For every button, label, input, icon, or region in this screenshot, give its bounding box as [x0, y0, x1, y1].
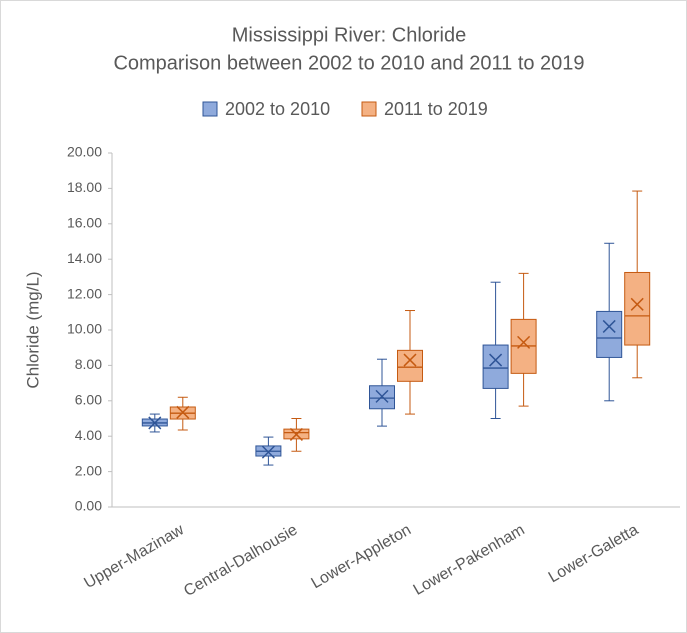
mean-marker	[289, 427, 303, 441]
legend-label: 2002 to 2010	[225, 99, 330, 119]
chart-title: Mississippi River: Chloride	[232, 24, 467, 46]
y-tick-label: 20.00	[67, 144, 102, 160]
legend-swatch	[361, 101, 377, 117]
y-tick-label: 18.00	[67, 179, 102, 195]
mean-marker	[489, 353, 503, 367]
y-tick-label: 0.00	[75, 498, 102, 514]
mean-marker	[630, 297, 644, 311]
mean-marker	[176, 405, 190, 419]
y-tick-label: 6.00	[75, 392, 102, 408]
y-tick-label: 12.00	[67, 285, 102, 301]
y-tick-label: 4.00	[75, 427, 102, 443]
y-tick-label: 2.00	[75, 462, 102, 478]
box	[596, 310, 623, 358]
chart-subtitle: Comparison between 2002 to 2010 and 2011…	[113, 52, 584, 74]
y-tick-label: 16.00	[67, 215, 102, 231]
y-tick-label: 10.00	[67, 321, 102, 337]
box	[482, 344, 509, 389]
mean-marker	[148, 416, 162, 430]
mean-marker	[403, 353, 417, 367]
box	[624, 271, 651, 346]
y-tick-label: 14.00	[67, 250, 102, 266]
y-tick-label: 8.00	[75, 356, 102, 372]
y-axis-label: Chloride (mg/L)	[23, 271, 42, 388]
legend-label: 2011 to 2019	[384, 99, 488, 119]
mean-marker	[602, 319, 616, 333]
mean-marker	[517, 335, 531, 349]
mean-marker	[375, 389, 389, 403]
mean-marker	[261, 445, 275, 459]
box	[397, 349, 423, 382]
legend-swatch	[202, 101, 218, 117]
